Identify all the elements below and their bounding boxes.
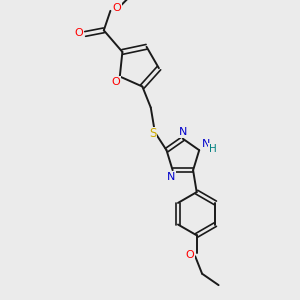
Text: O: O	[112, 3, 122, 14]
Text: N: N	[178, 127, 187, 137]
Text: N: N	[202, 139, 210, 148]
Text: H: H	[208, 144, 216, 154]
Text: N: N	[167, 172, 175, 182]
Text: O: O	[186, 250, 194, 260]
Text: O: O	[75, 28, 84, 38]
Text: O: O	[112, 77, 121, 87]
Text: S: S	[149, 127, 157, 140]
